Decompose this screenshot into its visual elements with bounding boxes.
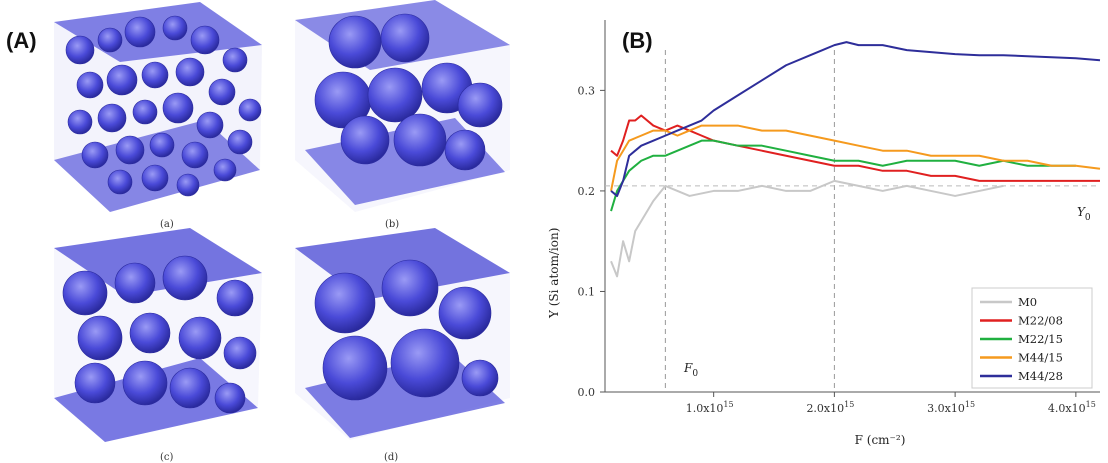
y-tick-label: 0.2 [578,185,596,198]
y-tick-label: 0.3 [578,84,596,97]
cube-label-b: (b) [385,219,400,230]
series-line-m0 [610,179,1004,278]
x-tick-label: 3.0x1015 [927,400,975,415]
panel-label-a: (A) [6,28,37,53]
f0-label: F0 [683,361,698,379]
cube-label-a: (a) [160,219,174,230]
legend-label: M22/08 [1018,314,1063,328]
panel-label-b: (B) [622,28,653,53]
legend: M0 M22/08 M22/15 M44/15 M44/28 [971,287,1093,389]
cube-image-c [54,228,262,442]
series-line-m22-08 [610,114,1100,182]
cube-image-d [295,228,510,440]
plot-frame [604,20,1100,393]
y-tick-label: 0.1 [578,285,596,298]
legend-label: M0 [1018,295,1037,309]
y0-label: Y0 [1077,205,1091,223]
series-group [610,41,1101,278]
cube-image-b [295,0,510,212]
cube-label-c: (c) [160,452,174,463]
y-axis-ticks: 0.0 0.1 0.2 0.3 [578,84,605,399]
legend-label: M22/15 [1018,332,1063,346]
x-tick-label: 4.0x1015 [1048,400,1096,415]
series-line-m22-15 [610,139,1076,212]
x-tick-label: 2.0x1015 [806,400,854,415]
cube-label-d: (d) [384,452,399,463]
reference-lines [605,50,1100,392]
y-axis-label: Y (Si atom/ion) [547,228,561,319]
x-axis-label: F (cm⁻²) [855,433,906,447]
series-line-m44-15 [610,124,1101,192]
x-tick-label: 1.0x1015 [686,400,734,415]
y-tick-label: 0.0 [578,386,596,399]
x-axis-ticks: 1.0x1015 2.0x1015 3.0x1015 4.0x1015 [686,392,1096,415]
legend-label: M44/15 [1018,351,1063,365]
yield-chart: 0.0 0.1 0.2 0.3 1.0x1015 2.0x1015 3.0x1015 4.0… [547,20,1101,447]
series-line-m44-28 [610,41,1101,197]
cube-image-a [54,2,262,212]
legend-label: M44/28 [1018,369,1063,383]
